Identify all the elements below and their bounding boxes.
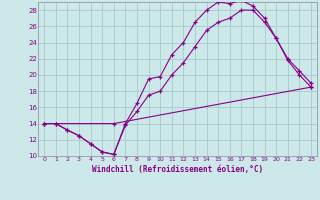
X-axis label: Windchill (Refroidissement éolien,°C): Windchill (Refroidissement éolien,°C) xyxy=(92,165,263,174)
